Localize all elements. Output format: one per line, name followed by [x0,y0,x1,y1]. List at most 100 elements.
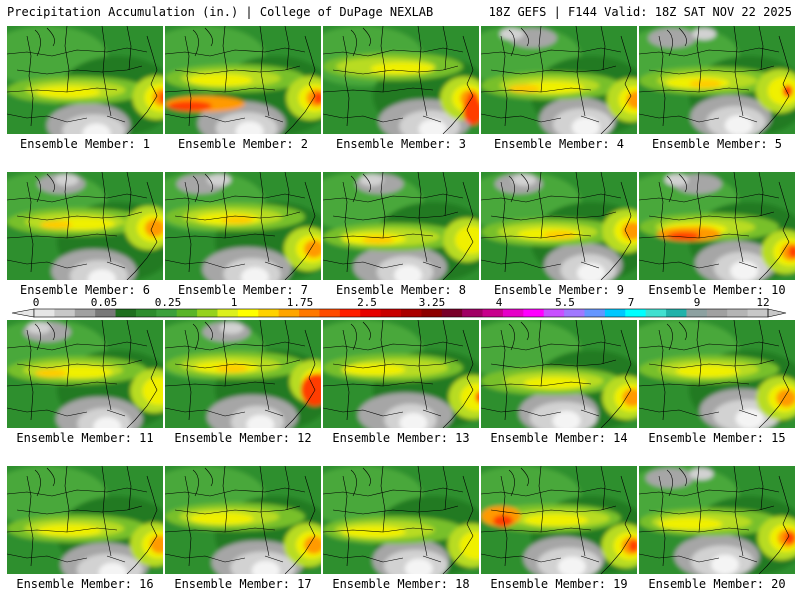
state-boundary [639,259,720,269]
state-boundary [648,65,775,75]
member-label: Ensemble Member: 19 [490,577,628,591]
state-boundary [442,329,474,428]
colorbar-segment [135,309,157,317]
state-boundary [738,115,758,123]
precip-contour [370,62,435,75]
state-boundary [222,26,228,93]
precip-contour [645,468,694,488]
precip-contour [735,408,764,428]
state-boundary [738,409,758,417]
precip-contour [523,377,588,390]
state-boundary [126,35,158,134]
state-boundary [101,320,112,411]
precipitation-map [165,172,321,280]
state-boundary [733,466,744,557]
state-boundary [323,47,464,57]
ensemble-member-panel: Ensemble Member: 12 [165,320,321,450]
precip-contour [82,123,111,134]
precip-contour [689,79,722,88]
ensemble-member-panel: Ensemble Member: 7 [165,172,321,302]
colorbar-segment [441,309,463,317]
colorbar-segment [543,309,565,317]
state-boundary [165,259,246,269]
state-boundary [508,469,515,497]
precip-contour [692,28,717,40]
state-boundary [758,475,790,574]
state-boundary [264,261,284,269]
member-label: Ensemble Member: 16 [16,577,154,591]
state-boundary [7,407,88,417]
ensemble-member-panel: Ensemble Member: 9 [481,172,637,302]
member-label: Ensemble Member: 4 [493,137,625,151]
precip-contour [475,391,479,403]
precip-contour [394,265,423,280]
state-boundary [192,29,199,57]
state-boundary [350,175,357,203]
ensemble-member-panel: Ensemble Member: 11 [7,320,163,450]
state-boundary [350,29,357,57]
precip-contour [675,365,740,378]
member-label: Ensemble Member: 9 [493,283,625,297]
state-boundary [658,181,666,273]
precip-contour [235,121,264,134]
state-boundary [204,27,213,47]
state-boundary [538,320,544,387]
state-boundary [658,329,666,421]
state-boundary [362,173,371,193]
state-boundary [696,26,702,93]
precip-contour [35,369,68,378]
state-boundary [101,172,112,263]
state-boundary [16,359,143,369]
state-boundary [442,26,448,71]
state-boundary [580,115,600,123]
state-boundary [639,47,780,57]
colorbar-segment [176,309,198,317]
state-boundary [600,329,632,428]
member-label: Ensemble Member: 2 [177,137,309,151]
precip-contour [767,76,795,105]
state-boundary [500,181,508,273]
state-boundary [174,65,301,75]
state-boundary [380,466,386,533]
state-boundary [126,466,132,511]
colorbar-tick-label: 4 [495,296,503,309]
precip-contour [658,517,723,530]
precipitation-map [323,320,479,428]
colorbar-tick-label: 12 [756,296,770,309]
state-boundary [538,26,544,93]
ensemble-member-panel: Ensemble Member: 8 [323,172,479,302]
precip-contour [27,322,52,334]
state-boundary [342,35,350,127]
state-boundary [34,29,41,57]
state-boundary [481,259,562,269]
state-boundary [500,329,508,421]
state-boundary [639,407,720,417]
state-boundary [666,469,673,497]
state-boundary [417,172,428,263]
precip-contour [664,174,689,186]
state-boundary [165,193,306,203]
precip-contour [626,90,637,109]
state-boundary [696,172,702,239]
precip-contour [215,364,248,373]
state-boundary [323,259,404,269]
colorbar-tick-label: 0.25 [154,296,182,309]
state-boundary [7,341,148,351]
ensemble-member-panel: Ensemble Member: 5 [639,26,795,156]
colorbar-segment [237,309,259,317]
precipitation-map [165,320,321,428]
precip-contour [512,174,537,186]
state-boundary [481,113,562,123]
state-boundary [520,27,529,47]
state-boundary [639,487,780,497]
state-boundary [758,172,764,217]
state-boundary [362,467,371,487]
state-boundary [362,27,371,47]
precip-contour [40,220,73,229]
state-boundary [184,329,192,421]
colorbar-segment [401,309,422,317]
colorbar-segment [156,309,178,317]
state-boundary [204,321,213,341]
state-boundary [738,555,758,563]
state-boundary [481,47,622,57]
